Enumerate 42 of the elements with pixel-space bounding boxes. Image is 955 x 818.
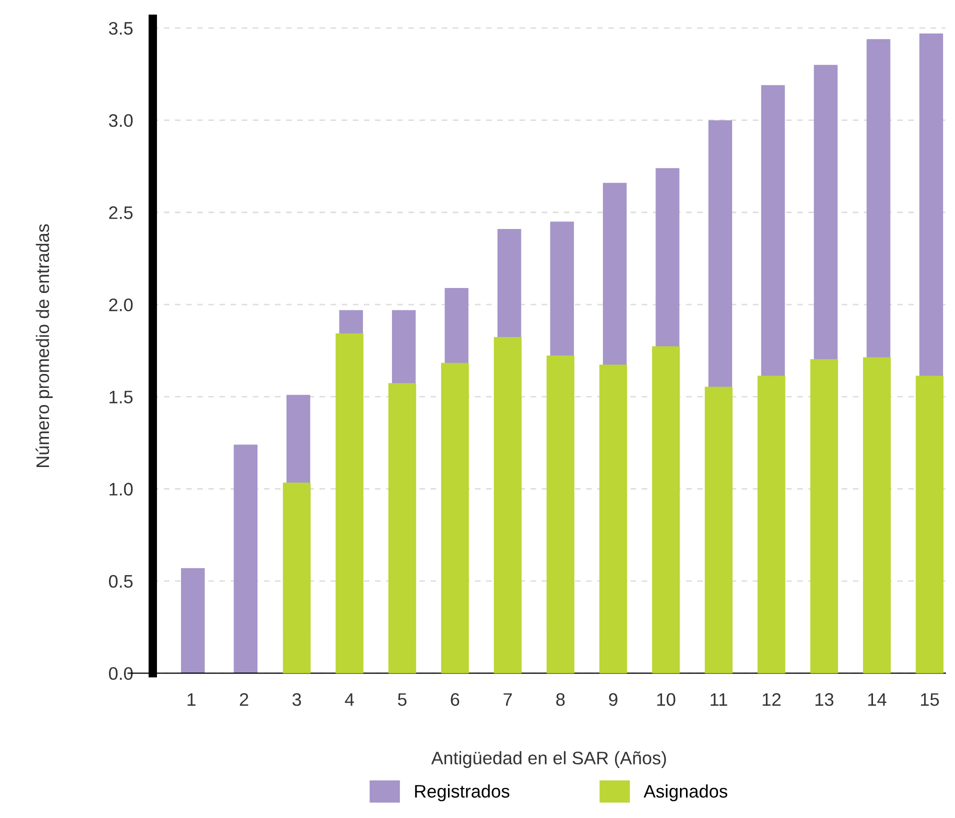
x-tick-label: 5 <box>398 693 407 706</box>
x-tick-label: 11 <box>710 693 728 706</box>
x-tick-label: 8 <box>556 693 565 706</box>
bar <box>336 333 364 674</box>
y-tick-label: 0.5 <box>108 574 133 588</box>
x-tick-label: 12 <box>762 693 781 706</box>
x-tick-label: 15 <box>920 693 939 706</box>
x-tick-label: 4 <box>344 693 354 706</box>
bar <box>758 376 786 674</box>
bar <box>441 362 469 674</box>
x-axis-title: Antigüedad en el SAR (Años) <box>431 751 666 768</box>
y-axis-title: Número promedio de entradas <box>36 224 53 467</box>
x-tick-label: 9 <box>609 693 618 706</box>
bar <box>916 376 944 674</box>
y-tick-label: 2.0 <box>109 298 133 312</box>
bar <box>388 383 416 674</box>
x-tick-label: 14 <box>868 693 886 706</box>
x-tick-label: 6 <box>450 693 460 706</box>
legend-label: Asignados <box>644 784 728 802</box>
y-tick-label: 3.0 <box>108 114 133 127</box>
y-tick-label: 3.5 <box>108 22 133 35</box>
bar <box>863 357 891 674</box>
y-tick-label: 0.0 <box>108 667 133 680</box>
bar <box>546 355 574 674</box>
bar <box>704 386 733 674</box>
x-tick-label: 2 <box>240 693 248 706</box>
bar <box>282 482 311 674</box>
bar <box>181 568 205 674</box>
x-tick-label: 13 <box>815 693 834 706</box>
y-tick-label: 2.5 <box>109 206 133 220</box>
bar <box>234 444 258 674</box>
bar <box>652 346 680 674</box>
y-tick-label: 1.5 <box>110 390 133 404</box>
x-tick-label: 10 <box>657 693 676 706</box>
bar <box>810 359 838 674</box>
bar <box>599 364 628 674</box>
legend-label: Registrados <box>415 784 510 802</box>
x-tick-label: 1 <box>188 693 196 706</box>
x-tick-label: 3 <box>292 693 301 706</box>
x-tick-label: 7 <box>504 693 512 706</box>
bar <box>494 337 522 674</box>
y-tick-label: 1.0 <box>110 482 133 496</box>
